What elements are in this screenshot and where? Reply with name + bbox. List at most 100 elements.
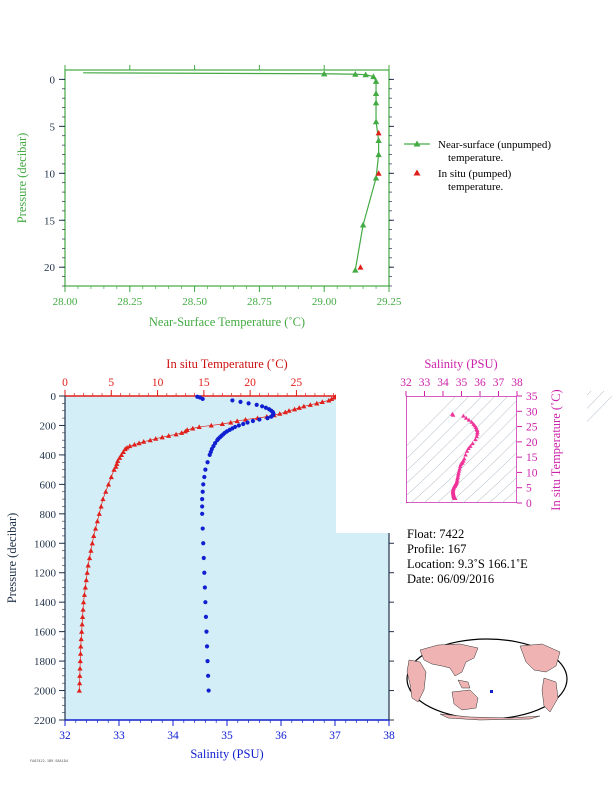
near-surface-x-tick-label: 28.75 [247,296,272,308]
ts-x-tick-label: 37 [493,377,505,389]
temperature-point [79,629,85,634]
salinity-point [230,398,235,403]
temperature-point [80,599,87,605]
temperature-point [166,433,172,438]
pressure-axis-tick-label: 0 [51,391,57,403]
ts-point [458,464,463,469]
profile-top-axis-label: In situ Temperature (˚C) [166,357,287,371]
temperature-point [86,555,93,561]
near-surface-point [372,99,380,106]
pressure-axis-tick-label: 1800 [34,656,57,668]
near-surface-point [359,221,367,228]
temperature-point [291,406,298,412]
salinity-axis-tick-label: 37 [329,730,341,742]
ts-x-tick-label: 33 [419,377,431,389]
temperature-point [179,430,185,435]
ts-x-tick-label: 32 [400,377,412,389]
temperature-point [94,518,100,524]
map-south-america [541,677,559,713]
salinity-point [205,460,210,465]
temperature-point [92,525,99,531]
temperature-point [208,422,214,428]
near-surface-point [352,71,359,77]
near-surface-y-tick-label: 0 [50,74,56,86]
ts-diagram-panel: 32 33 34 35 36 37 38 0 5 10 15 20 25 30 35 Salinity (P… [336,357,612,533]
ts-y-tick-label: 25 [526,422,538,434]
temperature-point [77,651,84,656]
ts-point [470,441,475,446]
ts-point [454,477,460,482]
ts-x-tick-label: 34 [437,377,449,389]
map-australia [451,689,479,711]
temperature-point [219,421,225,427]
temperature-point [122,446,128,452]
salinity-point [236,423,241,428]
salinity-axis-tick-label: 33 [113,730,125,742]
map-north-america [519,643,561,673]
salinity-point [200,504,205,509]
salinity-point [238,399,243,404]
temperature-point [83,577,89,583]
temperature-point [329,396,335,402]
salinity-axis-tick-label: 38 [383,730,395,742]
pressure-axis-tick-label: 1400 [34,597,57,609]
temperature-point [105,481,112,487]
legend-label-near-surface: Near-surface (unpumped) [438,139,551,151]
profile-bottom-axis-label: Salinity (PSU) [190,747,263,761]
temperature-point [153,436,159,441]
ts-point [456,468,462,473]
near-surface-point [370,73,377,80]
temperature-point [147,437,153,443]
temperature-point [77,658,83,664]
temperature-point [91,533,97,538]
ts-point [469,419,474,424]
ts-clip-left [336,376,406,523]
temperature-point [76,687,82,693]
temperature-point [159,434,165,440]
pressure-axis-tick-label: 2000 [34,686,57,698]
salinity-point [205,658,210,664]
near-surface-point [375,151,382,158]
temperature-point [84,570,90,575]
ts-point [450,412,456,417]
salinity-point [202,570,207,575]
temperature-point [111,467,117,472]
near-surface-plot-frame [64,69,390,287]
near-surface-point [372,78,380,84]
near-surface-point [352,266,359,273]
profile-number: Profile: 167 [407,542,467,556]
temp-axis-tick-label: 20 [244,377,256,389]
temperature-point [296,405,302,410]
near-surface-point [372,90,380,97]
ts-y-tick-label: 0 [526,498,532,510]
legend-label-in-situ-2: temperature. [448,181,504,193]
temperature-point [242,416,249,422]
temperature-point [96,511,102,516]
salinity-point [201,555,206,561]
salinity-point [250,418,256,424]
pressure-axis-tick-label: 1200 [34,568,57,580]
salinity-axis-tick-label: 36 [275,730,287,742]
ts-y-tick-label: 35 [526,391,538,403]
pressure-axis-tick-label: 800 [40,509,57,521]
temperature-point [80,606,86,612]
ts-point [455,472,461,477]
ts-point [475,431,480,436]
temp-axis-tick-label: 10 [152,377,164,389]
ts-point [475,428,480,432]
density-contour [397,390,514,504]
salinity-point [200,526,205,531]
ts-y-tick-label: 30 [526,406,538,418]
temp-axis-tick-label: 0 [62,377,68,389]
ts-point [464,448,470,453]
salinity-profile [195,394,276,693]
pressure-axis-tick-label: 600 [40,479,57,491]
near-surface-point [321,70,328,77]
salinity-point [200,489,205,494]
pressure-axis-tick-label: 200 [40,420,57,432]
near-surface-x-tick-label: 28.50 [182,296,207,308]
ts-point [473,437,478,442]
salinity-point [269,414,274,419]
ts-point [466,446,471,451]
temperature-point [89,540,95,546]
